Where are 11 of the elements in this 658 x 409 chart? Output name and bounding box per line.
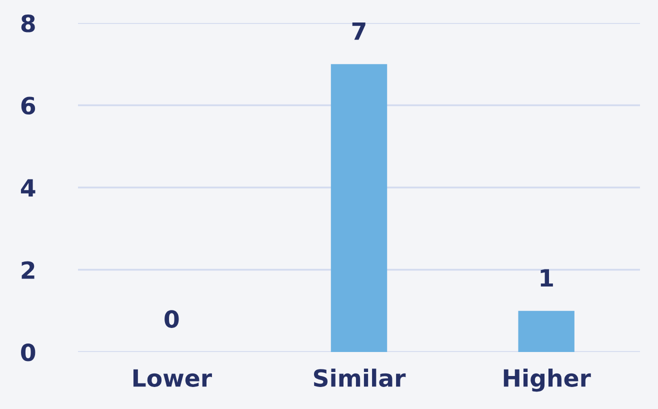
data-label: 0 (164, 310, 179, 328)
y-tick-label: 2 (22, 261, 34, 279)
y-tick-label: 4 (20, 179, 36, 196)
data-label: 1 (540, 269, 553, 287)
y-tick-label: 8 (21, 14, 35, 32)
x-tick-label: Higher (504, 368, 591, 392)
y-tick-label: 0 (21, 343, 36, 362)
y-tick-label: 6 (21, 96, 36, 115)
data-label: 7 (352, 22, 366, 40)
x-tick-label: Lower (133, 369, 212, 387)
x-tick-label: Similar (314, 368, 406, 387)
